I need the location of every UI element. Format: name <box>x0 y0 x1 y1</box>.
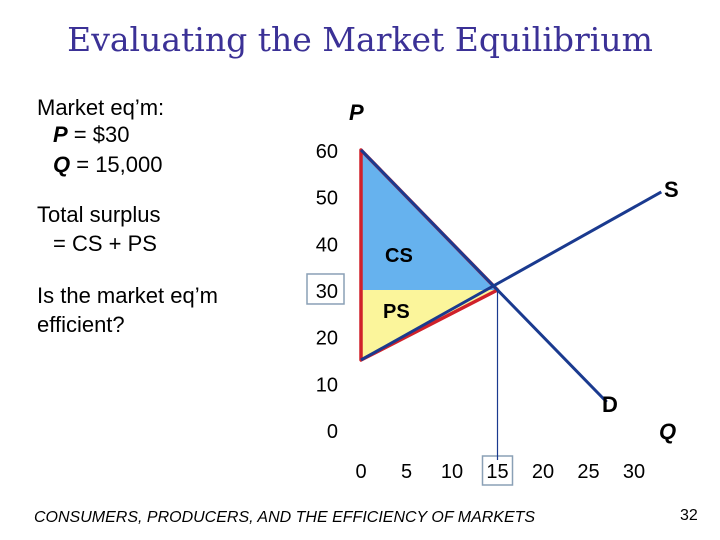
eq-heading: Market eq’m: <box>37 95 165 120</box>
x-tick-label: 20 <box>532 461 554 483</box>
surplus-line-2: = CS + PS <box>53 231 157 256</box>
x-tick-label: 25 <box>577 461 599 483</box>
price-symbol: P <box>53 122 68 147</box>
supply-label: S <box>664 177 679 202</box>
price-value: = $30 <box>67 122 130 147</box>
y-tick-label: 40 <box>316 234 338 256</box>
y-tick-label: 10 <box>316 374 338 396</box>
surplus-line-1: Total surplus <box>37 202 161 227</box>
eq-quantity-line: Q = 15,000 <box>53 150 163 179</box>
quantity-value: = 15,000 <box>70 152 163 177</box>
eq-price-line: P = $30 <box>53 120 129 149</box>
x-tick-label: 30 <box>623 461 645 483</box>
question-line-2: efficient? <box>37 312 125 337</box>
page-number: 32 <box>680 507 698 524</box>
y-tick-label: 60 <box>316 141 338 163</box>
ps-label: PS <box>383 301 410 323</box>
highlighted-y-tick-box <box>306 273 345 305</box>
supply-curve <box>360 190 663 362</box>
y-tick-label: 50 <box>316 188 338 210</box>
x-tick-label: 10 <box>441 461 463 483</box>
question-line-1: Is the market eq’m <box>37 283 218 308</box>
y-tick-label: 30 <box>316 281 338 303</box>
y-axis-label: P <box>349 100 364 125</box>
cs-label: CS <box>385 245 413 267</box>
demand-curve <box>359 148 608 404</box>
x-tick-label: 5 <box>401 461 412 483</box>
x-tick-label: 15 <box>486 461 508 483</box>
x-tick-label: 0 <box>355 461 366 483</box>
slide-footer: CONSUMERS, PRODUCERS, AND THE EFFICIENCY… <box>34 509 536 526</box>
y-tick-label: 0 <box>327 421 338 443</box>
quantity-symbol: Q <box>53 152 71 177</box>
x-axis-label: Q <box>659 419 676 444</box>
y-tick-label: 20 <box>316 328 338 350</box>
demand-label: D <box>602 392 618 417</box>
slide-title: Evaluating the Market Equilibrium <box>67 20 653 59</box>
